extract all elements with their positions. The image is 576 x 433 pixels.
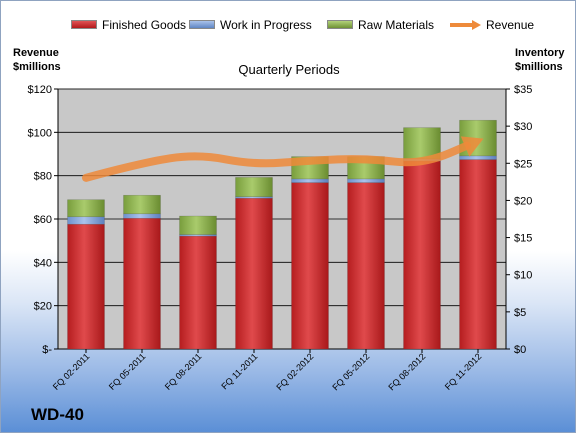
bar-finished-goods bbox=[291, 182, 329, 350]
right-tick-label: $20 bbox=[514, 195, 532, 207]
right-tick-label: $0 bbox=[514, 344, 526, 356]
x-tick-label: FQ 05-2011 bbox=[107, 351, 148, 392]
left-axis-title-line2: $millions bbox=[13, 61, 61, 73]
right-axis-title-line2: $millions bbox=[515, 61, 563, 73]
revenue-line bbox=[82, 141, 471, 182]
plot-title: Quarterly Periods bbox=[238, 62, 340, 77]
bar-work-in-progress bbox=[123, 213, 161, 219]
x-tick-label: FQ 08-2011 bbox=[163, 351, 204, 392]
bar-raw-materials bbox=[123, 194, 161, 215]
bar-work-in-progress bbox=[179, 234, 217, 237]
left-tick-label: $- bbox=[42, 344, 52, 356]
bar-finished-goods bbox=[347, 182, 385, 350]
revenue-arrowhead bbox=[460, 136, 484, 157]
bar-raw-materials bbox=[235, 177, 273, 197]
brand-label: WD-40 bbox=[31, 405, 84, 424]
right-axis-title: Inventory $millions bbox=[515, 46, 565, 74]
legend-swatch-finished-goods bbox=[71, 20, 97, 30]
left-tick-label: $120 bbox=[28, 84, 52, 96]
bar-work-in-progress bbox=[291, 178, 329, 183]
left-axis-title-line1: Revenue bbox=[13, 47, 59, 59]
x-tick-label: FQ 11-2012 bbox=[443, 351, 484, 392]
legend-label-work-in-progress: Work in Progress bbox=[220, 17, 312, 32]
x-tick-label: FQ 05-2012 bbox=[330, 351, 371, 392]
right-tick-label: $35 bbox=[514, 84, 532, 96]
legend-label-raw-materials: Raw Materials bbox=[358, 17, 435, 32]
right-tick-label: $15 bbox=[514, 233, 532, 245]
bar-raw-materials bbox=[403, 127, 441, 160]
right-axis-title-line1: Inventory bbox=[515, 47, 565, 59]
legend-item-finished-goods: Finished Goods bbox=[71, 17, 186, 32]
x-tick-label: FQ 11-2011 bbox=[219, 351, 259, 391]
bar-finished-goods bbox=[235, 197, 273, 350]
left-tick-label: $80 bbox=[34, 171, 52, 183]
bar-work-in-progress bbox=[67, 216, 105, 225]
legend-item-work-in-progress: Work in Progress bbox=[189, 17, 312, 32]
legend-label-finished-goods: Finished Goods bbox=[102, 17, 187, 32]
legend-item-raw-materials: Raw Materials bbox=[327, 17, 434, 32]
bar-finished-goods bbox=[67, 223, 105, 350]
bar-finished-goods bbox=[179, 235, 217, 350]
bar-finished-goods bbox=[459, 159, 497, 350]
right-tick-label: $10 bbox=[514, 270, 532, 282]
legend-swatch-work-in-progress bbox=[189, 20, 215, 30]
left-tick-label: $20 bbox=[34, 301, 52, 313]
legend-arrow-revenue bbox=[450, 19, 481, 30]
x-tick-label: FQ 08-2012 bbox=[386, 351, 427, 392]
legend-swatch-raw-materials bbox=[327, 20, 353, 30]
right-tick-label: $30 bbox=[514, 121, 532, 133]
bar-raw-materials bbox=[179, 215, 217, 235]
left-tick-label: $40 bbox=[34, 257, 52, 269]
left-axis-title: Revenue $millions bbox=[13, 46, 61, 74]
bar-raw-materials bbox=[67, 199, 105, 218]
legend-item-revenue: Revenue bbox=[448, 17, 534, 32]
x-tick-label: FQ 02-2011 bbox=[51, 351, 92, 392]
bar-finished-goods bbox=[123, 218, 161, 350]
x-tick-label: FQ 02-2012 bbox=[274, 351, 315, 392]
bar-work-in-progress bbox=[459, 155, 497, 160]
bar-work-in-progress bbox=[347, 178, 385, 183]
left-tick-label: $60 bbox=[34, 214, 52, 226]
right-tick-label: $5 bbox=[514, 307, 526, 319]
right-tick-label: $25 bbox=[514, 158, 532, 170]
bar-finished-goods bbox=[403, 160, 441, 350]
left-tick-label: $100 bbox=[28, 127, 52, 139]
legend-label-revenue: Revenue bbox=[486, 17, 535, 32]
